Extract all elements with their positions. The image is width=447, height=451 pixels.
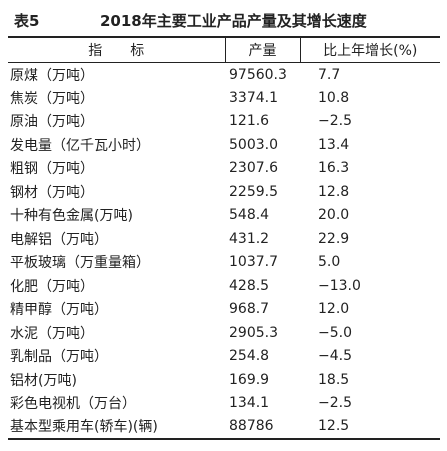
table-row: 电解铝（万吨） 431.2 22.9 — [8, 227, 440, 251]
title-row: 表5 2018年主要工业产品产量及其增长速度 — [8, 8, 440, 32]
header-cell: 产量 — [224, 37, 300, 63]
growth-cell: 10.8 — [318, 89, 350, 106]
growth-cell: 12.8 — [318, 183, 350, 200]
output-cell: 169.9 — [229, 371, 270, 388]
output-cell: 121.6 — [229, 113, 270, 130]
growth-cell: 20.0 — [318, 207, 350, 224]
item-cell: 化肥（万吨） — [10, 278, 94, 295]
output-cell: 1037.7 — [229, 254, 278, 271]
growth-cell: 5.0 — [318, 254, 341, 271]
output-cell: 5003.0 — [229, 136, 278, 153]
item-cell: 电解铝（万吨） — [10, 231, 108, 248]
output-cell: 2259.5 — [229, 183, 278, 200]
item-cell: 原煤（万吨） — [10, 67, 94, 84]
table-row: 平板玻璃（万重量箱） 1037.7 5.0 — [8, 251, 440, 275]
header-cell: 比上年增长(%) — [299, 37, 440, 63]
table-row: 乳制品（万吨） 254.8 −4.5 — [8, 345, 440, 369]
growth-cell: 22.9 — [318, 230, 350, 247]
item-cell: 基本型乘用车(轿车)(辆) — [10, 419, 158, 436]
output-cell: 88786 — [229, 418, 274, 435]
output-cell: 254.8 — [229, 348, 270, 365]
table-row: 十种有色金属(万吨) 548.4 20.0 — [8, 204, 440, 228]
table-row: 水泥（万吨） 2905.3 −5.0 — [8, 321, 440, 345]
growth-cell: 12.5 — [318, 418, 350, 435]
table-row: 钢材（万吨） 2259.5 12.8 — [8, 180, 440, 204]
growth-cell: −4.5 — [318, 348, 352, 365]
growth-cell: 16.3 — [318, 160, 350, 177]
output-cell: 968.7 — [229, 301, 270, 318]
header-row: 指 标 产量 比上年增长(%) — [8, 37, 440, 63]
item-cell: 发电量（亿千瓦小时） — [10, 137, 150, 154]
item-cell: 乳制品（万吨） — [10, 349, 108, 366]
output-cell: 2905.3 — [229, 324, 278, 341]
table-row: 发电量（亿千瓦小时） 5003.0 13.4 — [8, 133, 440, 157]
output-cell: 431.2 — [229, 230, 270, 247]
item-cell: 十种有色金属(万吨) — [10, 208, 133, 225]
table-row: 基本型乘用车(轿车)(辆) 88786 12.5 — [8, 415, 440, 439]
growth-cell: 18.5 — [318, 371, 350, 388]
table-row: 化肥（万吨） 428.5 −13.0 — [8, 274, 440, 298]
table-body: 原煤（万吨） 97560.3 7.7 焦炭（万吨） 3374.1 10.8 原油（万吨） 12… — [8, 63, 440, 439]
output-cell: 428.5 — [229, 277, 270, 294]
growth-cell: −5.0 — [318, 324, 352, 341]
output-cell: 134.1 — [229, 395, 270, 412]
growth-cell: 12.0 — [318, 301, 350, 318]
item-cell: 焦炭（万吨） — [10, 90, 94, 107]
table-row: 焦炭（万吨） 3374.1 10.8 — [8, 86, 440, 110]
output-cell: 3374.1 — [229, 89, 278, 106]
output-cell: 97560.3 — [229, 66, 287, 83]
table-row: 原油（万吨） 121.6 −2.5 — [8, 110, 440, 134]
table-row: 原煤（万吨） 97560.3 7.7 — [8, 63, 440, 87]
growth-cell: −2.5 — [318, 113, 352, 130]
table-label: 表5 — [14, 12, 40, 30]
table-row: 精甲醇（万吨） 968.7 12.0 — [8, 298, 440, 322]
item-cell: 精甲醇（万吨） — [10, 302, 108, 319]
growth-cell: 7.7 — [318, 66, 341, 83]
table: 指 标 产量 比上年增长(%) 原煤（万吨） 97560.3 7.7 焦炭（万吨） 33… — [8, 36, 440, 440]
item-cell: 粗钢（万吨） — [10, 161, 94, 178]
item-cell: 原油（万吨） — [10, 114, 94, 131]
item-cell: 平板玻璃（万重量箱） — [10, 255, 150, 272]
table-title: 2018年主要工业产品产量及其增长速度 — [100, 12, 367, 30]
output-cell: 548.4 — [229, 207, 270, 224]
item-cell: 水泥（万吨） — [10, 325, 94, 342]
growth-cell: 13.4 — [318, 136, 350, 153]
table-row: 铝材(万吨) 169.9 18.5 — [8, 368, 440, 392]
item-cell: 钢材（万吨） — [10, 184, 94, 201]
table-row: 彩色电视机（万台） 134.1 −2.5 — [8, 392, 440, 416]
growth-cell: −13.0 — [318, 277, 361, 294]
header-cell: 指 标 — [88, 43, 145, 59]
output-cell: 2307.6 — [229, 160, 278, 177]
table-row: 粗钢（万吨） 2307.6 16.3 — [8, 157, 440, 181]
growth-cell: −2.5 — [318, 395, 352, 412]
item-cell: 铝材(万吨) — [10, 372, 77, 389]
item-cell: 彩色电视机（万台） — [10, 396, 136, 413]
